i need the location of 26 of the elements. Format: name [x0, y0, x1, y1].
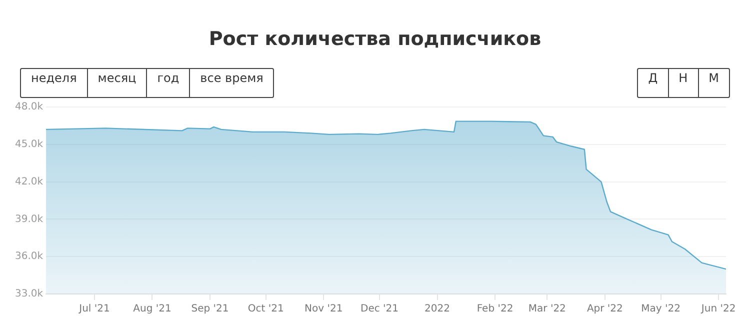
y-tick-label: 33.0k	[14, 288, 44, 300]
text: Н	[668, 69, 698, 97]
text: М	[698, 69, 729, 97]
x-tick-label: Mar '22	[528, 304, 566, 315]
y-tick-label: 42.0k	[14, 176, 44, 188]
y-tick-label: 48.0k	[14, 102, 44, 113]
x-tick-label: Sep '21	[191, 304, 229, 315]
text: месяц	[86, 69, 146, 97]
x-tick-label: May '22	[641, 304, 680, 315]
x-tick-label: Jun '22	[700, 304, 736, 315]
y-tick-label: 36.0k	[14, 251, 44, 262]
x-tick-label: Dec '21	[360, 304, 399, 315]
x-tick-label: Feb '22	[476, 304, 514, 315]
x-tick-label: 2022	[424, 304, 450, 315]
text: неделя	[30, 70, 78, 87]
text: все время	[189, 69, 274, 97]
y-tick-label: 39.0k	[14, 214, 44, 225]
x-tick-label: Jul '21	[78, 304, 110, 315]
y-tick-label: 45.0k	[14, 138, 44, 150]
x-tick-label: Aug '21	[133, 304, 172, 315]
chart-title: Рост количества подписчиков	[208, 27, 542, 52]
text: год	[146, 69, 190, 97]
text: Д	[647, 70, 659, 87]
x-tick-label: Apr '22	[586, 304, 623, 315]
x-tick-label: Oct '21	[248, 304, 284, 315]
x-tick-label: Nov '21	[304, 304, 343, 315]
